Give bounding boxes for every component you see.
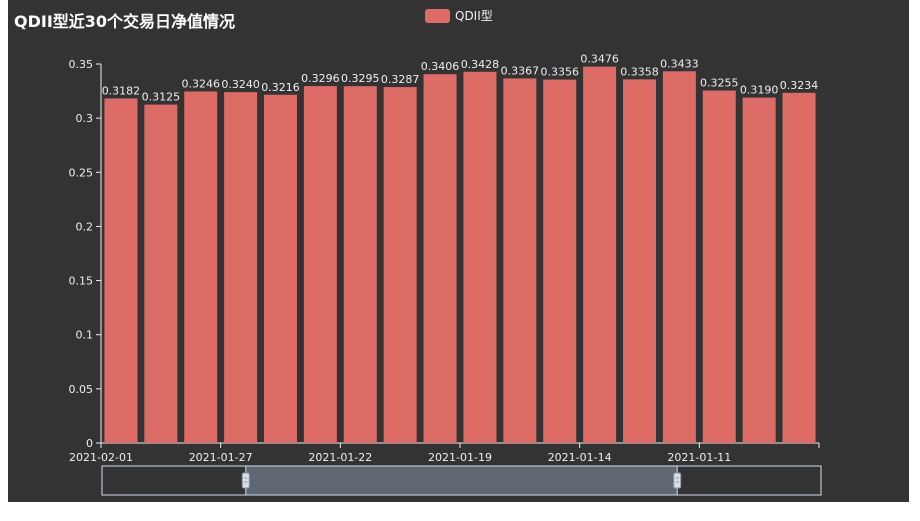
bar-value-label: 0.3234 (780, 79, 819, 92)
y-tick-label: 0 (86, 437, 93, 450)
y-tick-label: 0.35 (69, 58, 94, 71)
bar-value-label: 0.3287 (381, 73, 420, 86)
y-tick-label: 0.25 (69, 166, 94, 179)
datazoom-handle-start[interactable] (241, 472, 250, 489)
x-tick-label: 2021-01-27 (189, 451, 253, 464)
bar (583, 66, 617, 444)
y-tick-label: 0.15 (69, 275, 94, 288)
bar-value-label: 0.3428 (461, 58, 500, 71)
bar-value-label: 0.3406 (421, 60, 460, 73)
x-tick-label: 2021-01-11 (667, 451, 731, 464)
bar-value-label: 0.3246 (181, 78, 220, 91)
y-tick-label: 0.3 (76, 112, 94, 125)
bar (463, 71, 497, 443)
x-tick-label: 2021-02-01 (69, 451, 133, 464)
bar-value-label: 0.3190 (740, 84, 779, 97)
bar-value-label: 0.3216 (261, 81, 300, 94)
bar (503, 78, 537, 443)
datazoom-handle-end[interactable] (673, 472, 682, 489)
bar (303, 86, 337, 444)
chart-title: QDII型近30个交易日净值情况 (14, 12, 236, 31)
legend-swatch (425, 8, 450, 23)
bar (343, 86, 377, 443)
bar (383, 87, 417, 444)
legend-item[interactable]: QDII型 (425, 7, 493, 24)
bar (104, 98, 138, 443)
x-tick-label: 2021-01-19 (428, 451, 492, 464)
bar-value-label: 0.3476 (580, 53, 619, 66)
datazoom-selection[interactable] (245, 465, 678, 496)
bar-value-label: 0.3358 (620, 65, 659, 78)
bar-value-label: 0.3182 (102, 84, 141, 97)
bar (623, 79, 656, 443)
bar (543, 79, 577, 443)
y-tick-label: 0.1 (76, 329, 94, 342)
bar-value-label: 0.3240 (221, 78, 260, 91)
bar-value-label: 0.3296 (301, 72, 340, 85)
y-tick-label: 0.05 (69, 383, 94, 396)
bar (423, 74, 457, 443)
bar (742, 97, 776, 443)
x-tick-label: 2021-01-22 (308, 451, 372, 464)
y-tick-label: 0.2 (76, 220, 94, 233)
bar-value-label: 0.3255 (700, 77, 739, 90)
bar (702, 90, 736, 443)
bar (184, 91, 218, 443)
bar-value-label: 0.3295 (341, 72, 380, 85)
bar-value-label: 0.3125 (142, 91, 181, 104)
bar-value-label: 0.3433 (660, 57, 699, 70)
x-tick-label: 2021-01-14 (548, 451, 612, 464)
bar (662, 71, 696, 444)
bar-value-label: 0.3356 (540, 66, 579, 79)
bar (224, 92, 258, 443)
bar-value-label: 0.3367 (501, 64, 540, 77)
legend-label: QDII型 (455, 9, 493, 23)
bar (782, 92, 816, 443)
bar (144, 104, 178, 443)
bar (264, 94, 297, 443)
